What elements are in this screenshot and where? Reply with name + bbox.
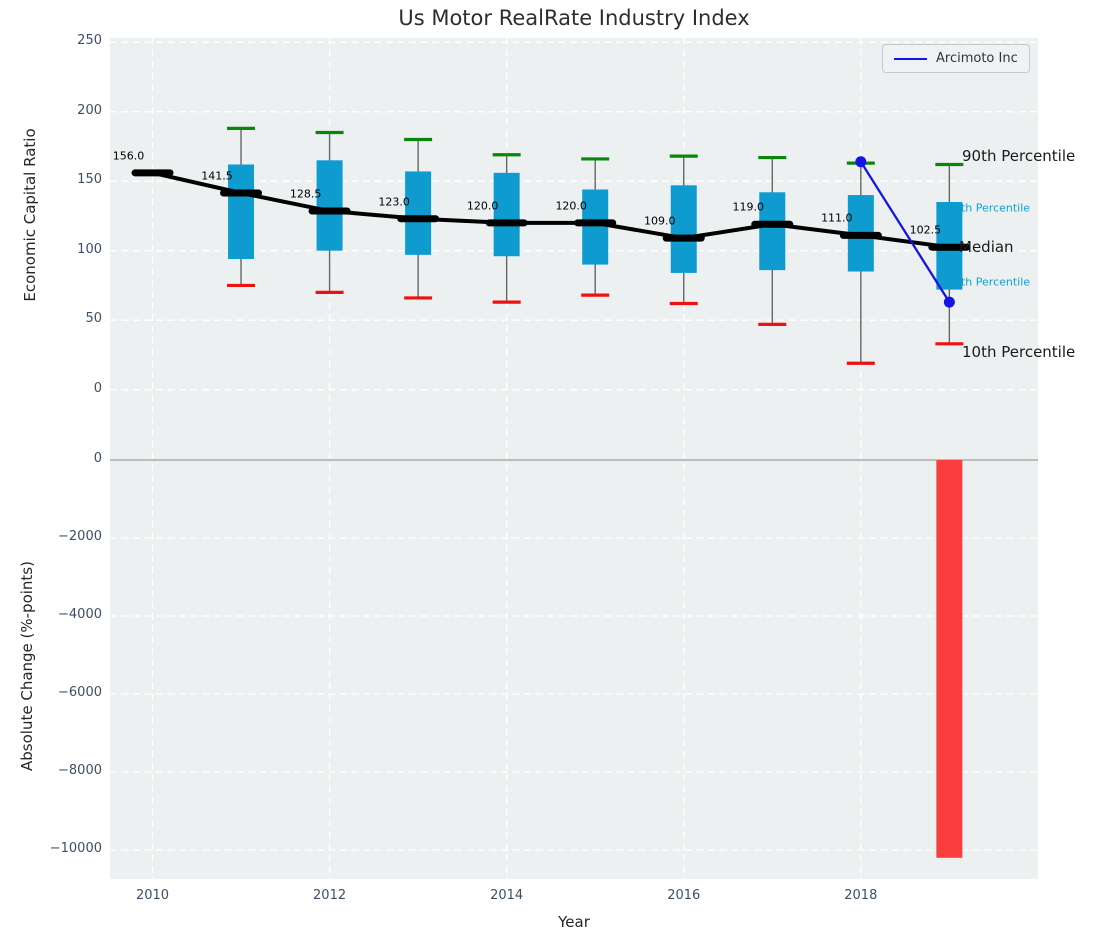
median-value-label-2014: 120.0 (466, 199, 499, 213)
annotation-25th-percentile: 25th Percentile (947, 275, 1031, 289)
median-value-label-2010: 156.0 (112, 149, 145, 163)
annotation-90th-percentile: 90th Percentile (962, 147, 1076, 165)
ytick-top-200: 200 (77, 102, 102, 118)
annotation-75th-percentile: 75th Percentile (947, 201, 1031, 215)
median-value-label-2015: 120.0 (555, 199, 587, 213)
xtick-2016: 2016 (667, 888, 701, 903)
xtick-2012: 2012 (313, 888, 347, 903)
ytick-top-250: 250 (77, 33, 102, 49)
ytick-bottom--6000: −6000 (58, 685, 102, 700)
median-value-label-2013: 123.0 (378, 195, 410, 209)
xtick-2018: 2018 (844, 888, 878, 903)
median-value-label-2011: 141.5 (201, 169, 233, 183)
ytick-bottom--4000: −4000 (58, 607, 102, 622)
annotation-median: Median (959, 238, 1014, 256)
x-axis-label: Year (558, 913, 590, 931)
legend: Arcimoto Inc (882, 44, 1030, 73)
ytick-top-100: 100 (77, 241, 102, 257)
ytick-bottom--8000: −8000 (58, 763, 102, 778)
ytick-top-150: 150 (77, 172, 102, 188)
top-y-axis-label: Economic Capital Ratio (21, 128, 39, 302)
median-value-label-2016: 109.0 (643, 214, 676, 228)
ytick-bottom--10000: −10000 (49, 841, 102, 856)
ytick-bottom--2000: −2000 (58, 529, 102, 544)
plot-background (110, 38, 1038, 879)
ytick-top-50: 50 (85, 311, 102, 327)
ytick-bottom-0: 0 (93, 451, 102, 466)
median-value-label-2017: 119.0 (732, 200, 765, 214)
xtick-2014: 2014 (490, 888, 524, 903)
median-value-label-2019: 102.5 (909, 223, 942, 237)
median-value-label-2012: 128.5 (289, 187, 322, 201)
legend-label: Arcimoto Inc (936, 51, 1018, 66)
xtick-2010: 2010 (135, 888, 170, 903)
legend-line-swatch (894, 57, 927, 60)
ytick-top-0: 0 (93, 380, 102, 396)
median-value-label-2018: 111.0 (821, 211, 853, 225)
annotation-10th-percentile: 10th Percentile (962, 343, 1076, 361)
chart-title: Us Motor RealRate Industry Index (398, 6, 750, 30)
bottom-y-axis-label: Absolute Change (%-points) (18, 561, 36, 771)
